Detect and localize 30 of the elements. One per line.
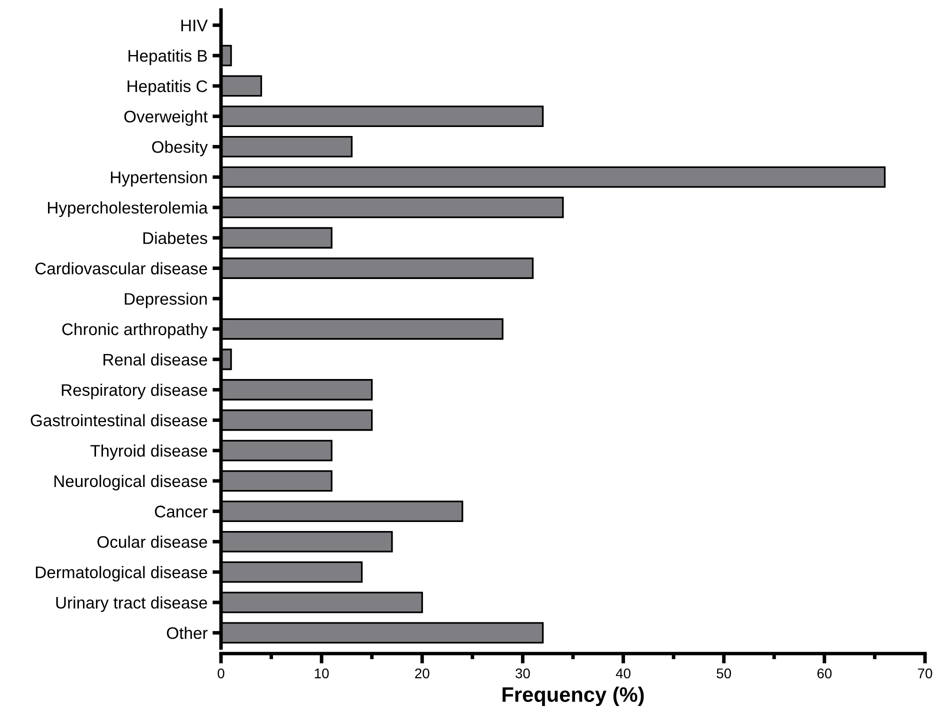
x-tick-label: 30: [516, 668, 530, 678]
y-tick-label: Cardiovascular disease: [35, 262, 208, 274]
x-tick-label: 70: [918, 668, 932, 678]
x-tick-label: 40: [616, 668, 630, 678]
x-tick-label: 10: [314, 668, 329, 678]
x-tick-label: 50: [716, 668, 732, 678]
y-tick-label: Obesity: [152, 140, 208, 156]
y-tick-label: Cancer: [154, 506, 208, 518]
y-tick-label: Hypertension: [110, 171, 207, 187]
y-tick-label: HIV: [181, 20, 208, 32]
y-tick-label: Hepatitis C: [128, 80, 208, 96]
x-axis-title: Frequency (%): [502, 686, 644, 706]
y-tick-label: Dermatological disease: [36, 566, 208, 582]
y-tick-label: Overweight: [124, 110, 208, 126]
y-tick-label: Depression: [124, 292, 207, 308]
x-tick-label: 60: [817, 668, 832, 678]
y-tick-label: Renal disease: [104, 353, 208, 366]
y-tick-label: Hypercholesterolemia: [48, 201, 208, 217]
y-tick-label: Gastrointestinal disease: [30, 414, 208, 426]
x-tick-label: 0: [218, 668, 224, 678]
y-tick-label: Thyroid disease: [90, 444, 208, 460]
y-tick-label: Hepatitis B: [128, 50, 207, 66]
y-tick-label: Other: [166, 626, 208, 640]
y-tick-label: Neurological disease: [54, 474, 208, 490]
y-tick-label: Chronic arthropathy: [62, 322, 208, 338]
x-tick-label: 20: [415, 668, 430, 678]
y-tick-label: Respiratory disease: [62, 384, 208, 400]
y-tick-label: Diabetes: [143, 232, 208, 244]
y-tick-label: Ocular disease: [97, 536, 208, 548]
y-tick-label: Urinary tract disease: [56, 596, 208, 612]
